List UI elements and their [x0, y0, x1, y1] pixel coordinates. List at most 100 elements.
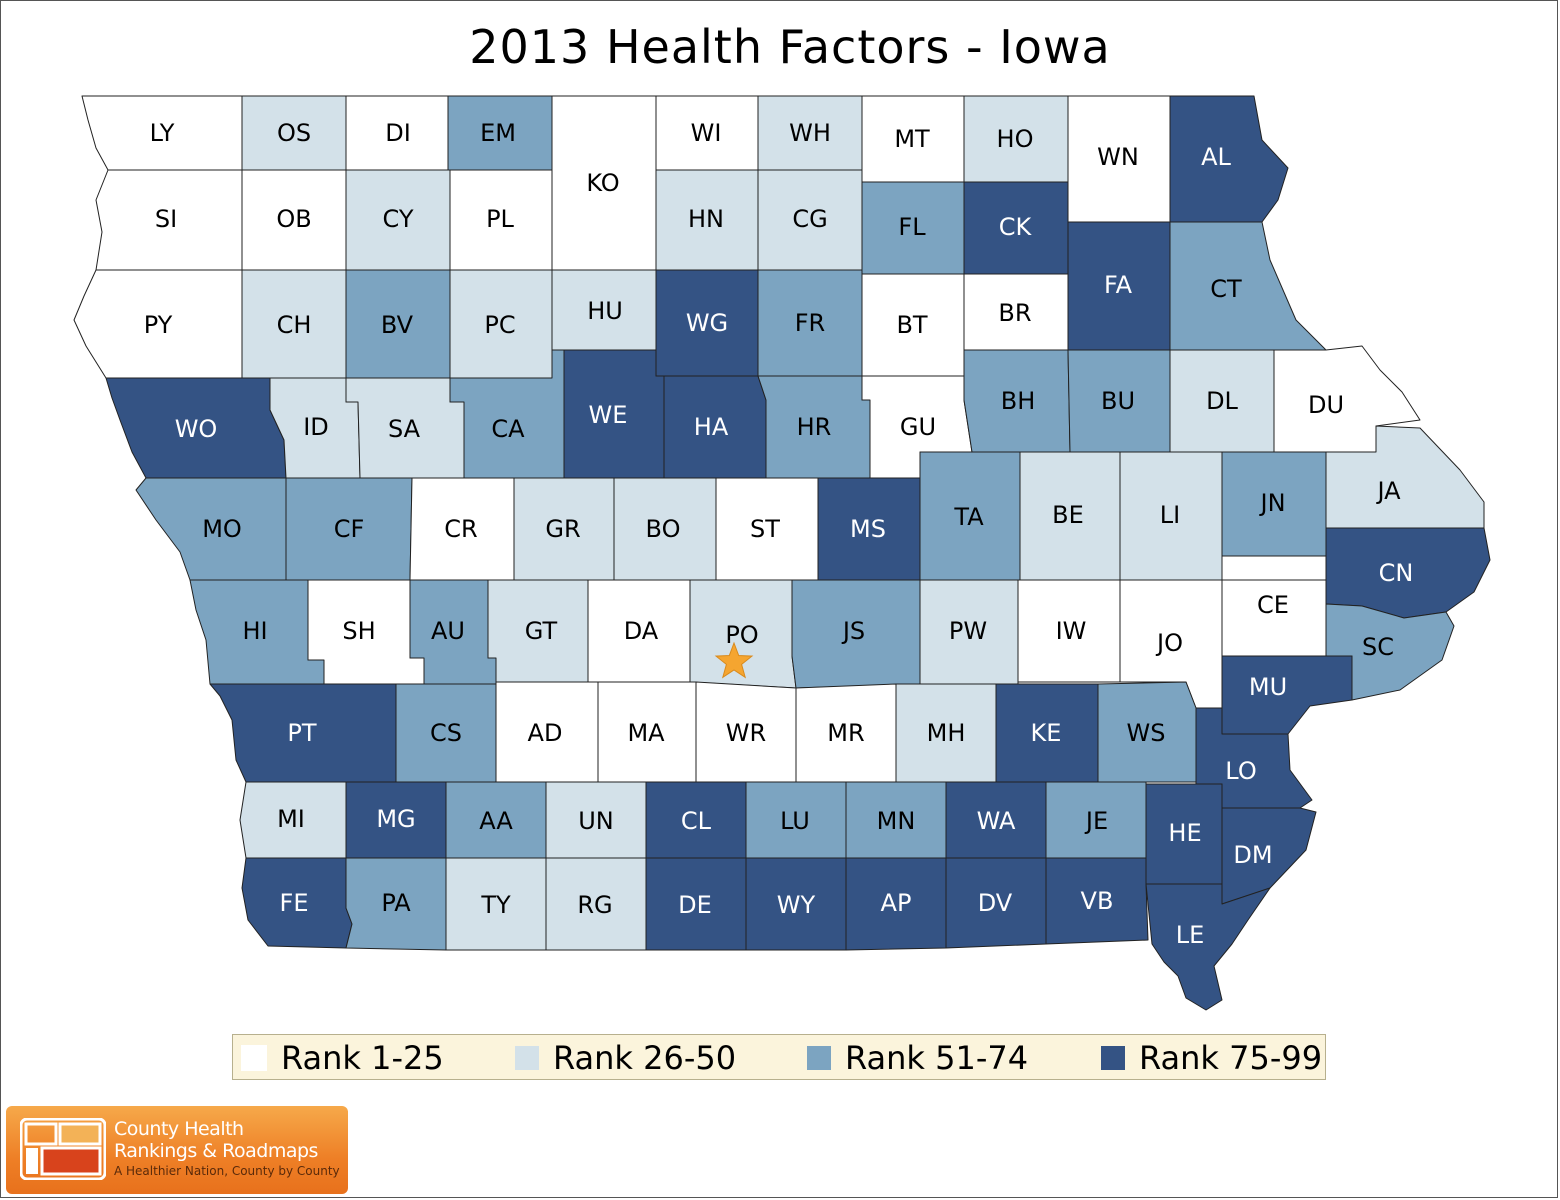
legend-swatch	[515, 1046, 539, 1070]
county-label-ly: LY	[150, 119, 175, 147]
county-label-bv: BV	[381, 311, 414, 339]
county-label-dm: DM	[1233, 841, 1272, 869]
county-label-bo: BO	[646, 515, 681, 543]
legend-item-rank-75-99: Rank 75-99	[1101, 1039, 1322, 1077]
county-label-fe: FE	[280, 889, 309, 917]
county-label-ad: AD	[528, 719, 563, 747]
county-label-da: DA	[624, 617, 659, 645]
county-label-wy: WY	[777, 891, 816, 919]
county-label-iw: IW	[1056, 617, 1087, 645]
legend-label: Rank 51-74	[845, 1039, 1029, 1077]
county-label-bu: BU	[1101, 387, 1135, 415]
county-label-py: PY	[144, 311, 173, 339]
county-label-cg: CG	[792, 205, 827, 233]
county-label-wg: WG	[686, 309, 728, 337]
county-label-wn: WN	[1097, 143, 1139, 171]
county-label-ma: MA	[627, 719, 665, 747]
county-label-gu: GU	[900, 413, 936, 441]
county-label-ko: KO	[586, 169, 619, 197]
county-label-hi: HI	[242, 617, 267, 645]
county-label-pc: PC	[484, 311, 515, 339]
county-label-be: BE	[1052, 501, 1084, 529]
county-label-aa: AA	[479, 807, 513, 835]
county-label-os: OS	[277, 119, 311, 147]
county-label-ws: WS	[1127, 719, 1166, 747]
county-label-au: AU	[431, 617, 465, 645]
legend: Rank 1-25 Rank 26-50 Rank 51-74 Rank 75-…	[232, 1034, 1326, 1080]
county-label-gr: GR	[545, 515, 580, 543]
county-label-bt: BT	[896, 311, 927, 339]
county-label-wo: WO	[175, 415, 218, 443]
county-label-pt: PT	[287, 719, 316, 747]
county-label-ja: JA	[1375, 477, 1401, 505]
county-label-hu: HU	[587, 297, 623, 325]
county-label-wa: WA	[977, 807, 1016, 835]
legend-label: Rank 26-50	[553, 1039, 737, 1077]
county-vb	[1045, 857, 1149, 945]
county-label-ms: MS	[850, 515, 886, 543]
county-label-we: WE	[589, 401, 628, 429]
county-label-ch: CH	[277, 311, 312, 339]
county-label-ty: TY	[480, 891, 511, 919]
county-label-pl: PL	[486, 205, 514, 233]
county-label-mh: MH	[927, 719, 966, 747]
county-label-si: SI	[155, 205, 177, 233]
county-label-ha: HA	[694, 413, 729, 441]
legend-label: Rank 1-25	[281, 1039, 444, 1077]
logo-mark-icon	[20, 1118, 106, 1180]
county-label-wi: WI	[691, 119, 722, 147]
county-label-ap: AP	[881, 889, 912, 917]
county-label-po: PO	[725, 621, 758, 649]
county-shapes	[73, 95, 1491, 1011]
county-label-mg: MG	[376, 805, 415, 833]
county-label-mo: MO	[202, 515, 242, 543]
county-ct	[1169, 221, 1327, 351]
county-label-mu: MU	[1249, 673, 1287, 701]
county-label-wr: WR	[726, 719, 766, 747]
legend-swatch	[1101, 1046, 1125, 1070]
map-title: 2013 Health Factors - Iowa	[469, 20, 1111, 74]
county-label-ce: CE	[1257, 591, 1289, 619]
legend-swatch	[241, 1045, 267, 1071]
county-label-st: ST	[750, 515, 780, 543]
county-label-gt: GT	[525, 617, 558, 645]
county-label-cn: CN	[1379, 559, 1414, 587]
county-label-ke: KE	[1031, 719, 1062, 747]
county-label-fa: FA	[1104, 271, 1133, 299]
county-label-jn: JN	[1258, 489, 1285, 517]
county-label-hr: HR	[797, 413, 832, 441]
county-label-un: UN	[578, 807, 614, 835]
county-label-ob: OB	[276, 205, 311, 233]
logo-tagline: A Healthier Nation, County by County	[114, 1164, 340, 1178]
county-label-pw: PW	[949, 617, 987, 645]
county-label-dv: DV	[978, 889, 1013, 917]
county-label-id: ID	[303, 413, 329, 441]
county-label-wh: WH	[789, 119, 831, 147]
county-label-cy: CY	[383, 205, 414, 233]
county-label-le: LE	[1176, 921, 1205, 949]
star-icon	[714, 641, 754, 679]
county-label-sh: SH	[342, 617, 375, 645]
county-label-jo: JO	[1155, 629, 1183, 657]
county-label-sc: SC	[1362, 633, 1394, 661]
county-label-je: JE	[1084, 807, 1108, 835]
county-label-lo: LO	[1225, 757, 1256, 785]
county-label-cf: CF	[334, 515, 365, 543]
county-label-fr: FR	[795, 309, 825, 337]
county-label-dl: DL	[1206, 387, 1238, 415]
county-label-he: HE	[1168, 819, 1201, 847]
county-label-mt: MT	[894, 125, 930, 153]
county-label-em: EM	[480, 119, 516, 147]
county-label-du: DU	[1308, 391, 1344, 419]
county-label-ca: CA	[491, 415, 525, 443]
county-label-lu: LU	[780, 807, 810, 835]
legend-swatch	[807, 1046, 831, 1070]
county-label-js: JS	[841, 617, 865, 645]
county-label-cs: CS	[430, 719, 462, 747]
county-label-mn: MN	[877, 807, 916, 835]
county-label-rg: RG	[577, 891, 612, 919]
county-le	[1145, 883, 1271, 1011]
county-label-di: DI	[385, 119, 411, 147]
county-label-br: BR	[998, 299, 1031, 327]
county-label-cr: CR	[444, 515, 477, 543]
